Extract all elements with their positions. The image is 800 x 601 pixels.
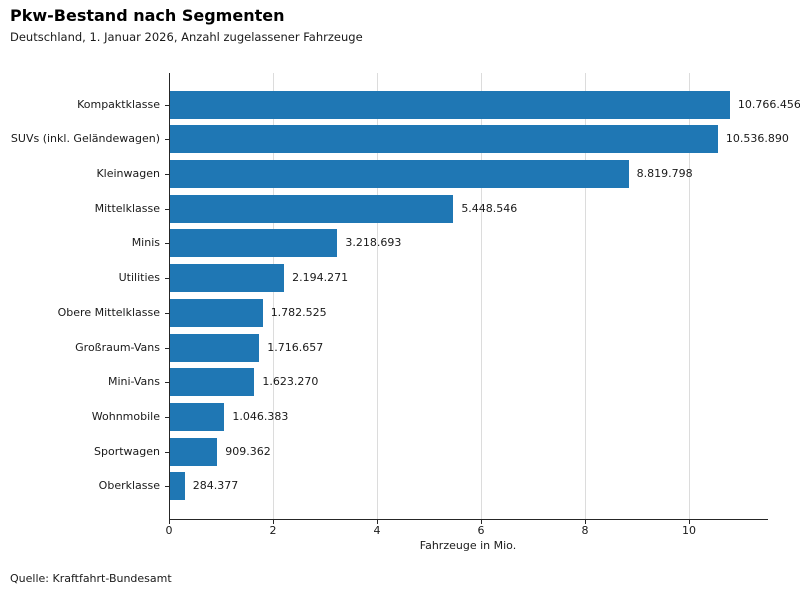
grid-line xyxy=(377,73,378,519)
x-tick-mark xyxy=(481,520,482,524)
y-tick-mark xyxy=(165,417,169,418)
bar-value-label: 909.362 xyxy=(225,444,271,458)
category-label: SUVs (inkl. Geländewagen) xyxy=(10,132,160,146)
y-tick-mark xyxy=(165,105,169,106)
bar-value-label: 8.819.798 xyxy=(636,166,693,180)
category-label: Oberklasse xyxy=(98,479,160,493)
grid-line xyxy=(481,73,482,519)
x-tick-mark xyxy=(377,520,378,524)
category-label: Utilities xyxy=(118,271,160,285)
bar xyxy=(170,472,185,501)
source-note: Quelle: Kraftfahrt-Bundesamt xyxy=(10,572,172,585)
x-tick-label: 4 xyxy=(373,524,381,537)
bar-value-label: 2.194.271 xyxy=(292,271,349,285)
x-axis-label: Fahrzeuge in Mio. xyxy=(419,539,517,552)
chart-title: Pkw-Bestand nach Segmenten xyxy=(10,6,285,25)
x-tick-mark xyxy=(273,520,274,524)
bar xyxy=(170,229,338,258)
bar xyxy=(170,125,718,154)
bar xyxy=(170,159,629,188)
category-label: Kompaktklasse xyxy=(77,97,160,111)
category-label: Mittelklasse xyxy=(94,201,160,215)
grid-line xyxy=(273,73,274,519)
grid-line xyxy=(585,73,586,519)
category-label: Mini-Vans xyxy=(107,375,160,389)
x-tick-label: 10 xyxy=(682,524,696,537)
bar-value-label: 5.448.546 xyxy=(461,201,518,215)
bar xyxy=(170,402,225,431)
category-label: Obere Mittelklasse xyxy=(57,305,160,319)
y-tick-mark xyxy=(165,382,169,383)
bar xyxy=(170,90,730,119)
bar xyxy=(170,264,285,293)
bar-value-label: 1.623.270 xyxy=(262,375,319,389)
x-tick-mark xyxy=(585,520,586,524)
x-tick-label: 2 xyxy=(269,524,277,537)
category-label: Wohnmobile xyxy=(91,409,160,423)
bar xyxy=(170,437,218,466)
bar-value-label: 1.046.383 xyxy=(232,409,289,423)
category-label: Großraum-Vans xyxy=(75,340,160,354)
bar xyxy=(170,368,255,397)
bar-value-label: 1.782.525 xyxy=(270,305,327,319)
bar xyxy=(170,298,263,327)
x-tick-mark xyxy=(689,520,690,524)
bar-value-label: 10.536.890 xyxy=(725,132,789,146)
x-tick-mark xyxy=(169,520,170,524)
category-label: Sportwagen xyxy=(94,444,160,458)
bar xyxy=(170,194,454,223)
grid-line xyxy=(689,73,690,519)
y-tick-mark xyxy=(165,139,169,140)
y-tick-mark xyxy=(165,278,169,279)
bar-value-label: 10.766.456 xyxy=(737,97,800,111)
y-tick-mark xyxy=(165,348,169,349)
chart-subtitle: Deutschland, 1. Januar 2026, Anzahl zuge… xyxy=(10,30,363,44)
y-tick-mark xyxy=(165,313,169,314)
bar-value-label: 284.377 xyxy=(192,479,239,493)
category-label: Minis xyxy=(131,236,160,250)
bar-value-label: 1.716.657 xyxy=(267,340,324,354)
bar xyxy=(170,333,260,362)
y-tick-mark xyxy=(165,486,169,487)
y-tick-mark xyxy=(165,452,169,453)
plot-area: 10.766.456 10.536.890 8.819.798 5.448.546 3.… xyxy=(169,73,800,520)
y-tick-mark xyxy=(165,174,169,175)
category-label: Kleinwagen xyxy=(96,166,160,180)
bar-value-label: 3.218.693 xyxy=(345,236,402,250)
x-tick-label: 0 xyxy=(165,524,173,537)
x-tick-label: 6 xyxy=(477,524,485,537)
y-tick-mark xyxy=(165,209,169,210)
y-tick-mark xyxy=(165,243,169,244)
x-tick-label: 8 xyxy=(581,524,589,537)
